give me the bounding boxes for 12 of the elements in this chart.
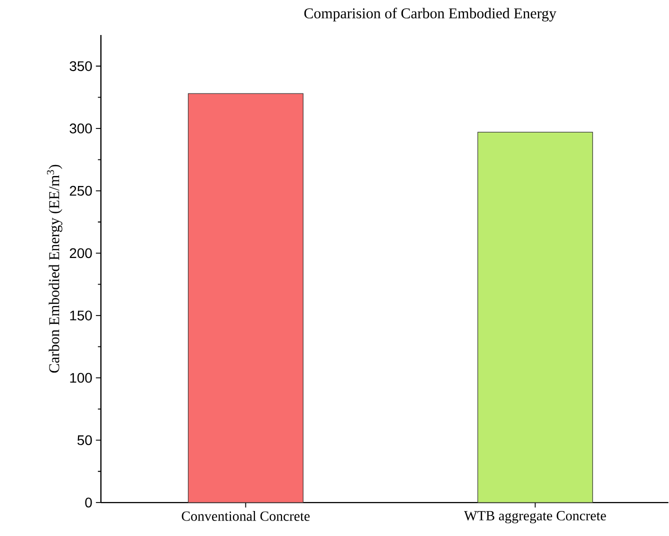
y-tick-label: 350 <box>70 61 92 72</box>
y-tick-label: 100 <box>70 373 92 384</box>
y-tick-label: 150 <box>70 310 92 321</box>
y-axis-title: Carbon Embodied Energy (EE/m$^{3}$) <box>46 165 62 373</box>
y-tick-label: 50 <box>77 435 92 446</box>
chart-title: Comparision of Carbon Embodied Energy <box>304 8 556 22</box>
y-tick-label: 0 <box>85 498 92 508</box>
x-tick-label: Conventional Concrete <box>182 511 310 522</box>
y-tick-label: 250 <box>70 186 92 196</box>
y-tick-label: 300 <box>70 124 92 134</box>
y-tick-label: 200 <box>70 248 92 258</box>
x-tick-label: WTB aggregate Concrete <box>464 511 606 524</box>
